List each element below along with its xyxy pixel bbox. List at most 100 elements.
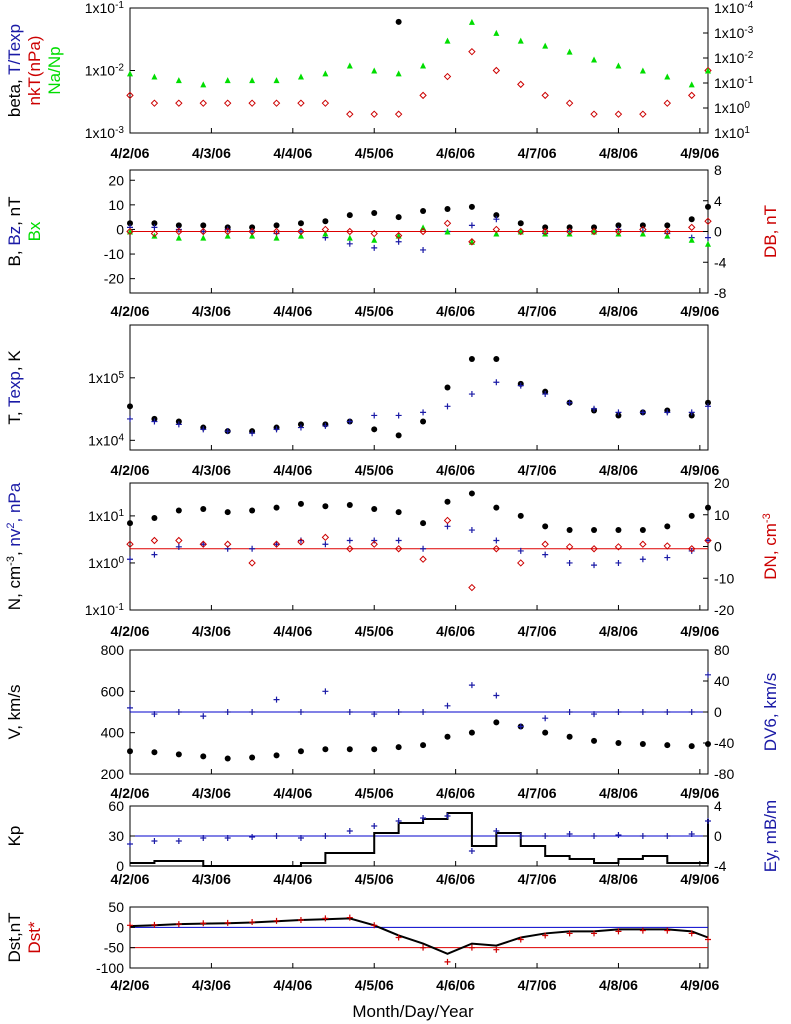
point-Ey (688, 831, 695, 837)
point-nkt (492, 66, 501, 75)
point-V (420, 742, 427, 749)
point-DB (297, 227, 305, 236)
point-nkt (419, 91, 427, 100)
point-V (664, 742, 671, 749)
y-tick-label-right: 10 (714, 507, 730, 523)
point-DB (394, 231, 403, 240)
x-tick-label: 4/9/06 (680, 303, 719, 319)
point-nv2 (615, 559, 622, 566)
point-Texp (249, 430, 256, 437)
x-tick-label: 4/8/06 (599, 462, 638, 478)
y-tick-label: 0 (116, 221, 124, 237)
point-DstStar (151, 921, 158, 928)
point-V (371, 746, 378, 753)
point-N (639, 527, 646, 534)
point-nkt (272, 99, 281, 107)
point-Bx (151, 232, 158, 239)
point-DB (346, 227, 354, 236)
point-Bx (615, 230, 622, 237)
point-B (664, 222, 671, 229)
y-axis-label-2: Dst* (25, 921, 44, 954)
point-nv2 (371, 537, 378, 544)
x-tick-label: 4/6/06 (436, 462, 475, 478)
y-tick-label: 1x101 (88, 507, 124, 524)
point-Bx (297, 232, 304, 239)
point-T (297, 421, 304, 428)
point-V (224, 755, 231, 762)
point-nv2 (591, 562, 598, 569)
x-tick-label: 4/9/06 (680, 623, 719, 639)
point-DstStar (542, 932, 549, 939)
panel-p5: 4/2/06 4/3/06 4/4/06 4/5/06 4/6/06 4/7/06 4/8/… (5, 642, 780, 801)
y-tick-label: 20 (108, 172, 124, 188)
y-tick-label-right: -4 (714, 254, 727, 270)
point-DstStar (371, 922, 378, 929)
y-tick-label-right: 4 (714, 798, 722, 814)
point-DB (175, 227, 183, 236)
point-B (566, 224, 573, 231)
point-nkt (394, 110, 403, 118)
point-DN (223, 540, 232, 548)
point-na_np (297, 73, 304, 80)
x-tick-label: 4/3/06 (192, 871, 231, 887)
point-N (346, 502, 353, 509)
point-V (273, 752, 280, 759)
point-Ey (322, 833, 329, 839)
point-na_np (322, 70, 329, 77)
point-DB (663, 227, 672, 236)
x-tick-label: 4/4/06 (273, 871, 312, 887)
point-Texp (591, 405, 598, 412)
x-tick-label: 4/8/06 (599, 785, 638, 801)
point-Ey (517, 833, 524, 839)
x-tick-label: 4/5/06 (355, 623, 394, 639)
x-tick-label: 4/4/06 (273, 623, 312, 639)
x-tick-label: 4/5/06 (355, 462, 394, 478)
point-nkt (541, 91, 549, 100)
point-DV6 (273, 696, 280, 703)
point-Texp (322, 422, 329, 429)
point-V (639, 741, 646, 748)
point-V (566, 733, 573, 740)
point-Texp (664, 409, 671, 416)
x-tick-label: 4/2/06 (111, 785, 150, 801)
y-axis-label-right: DV6, km/s (761, 673, 780, 751)
x-tick-label: 4/3/06 (192, 303, 231, 319)
point-na_np (444, 37, 451, 44)
y-axis-label-right: DN, cm-3 (761, 513, 780, 579)
y-tick-label: 1x10-3 (85, 125, 125, 142)
point-na_np (542, 42, 549, 49)
x-tick-label: 4/7/06 (518, 303, 557, 319)
point-nv2 (151, 551, 158, 558)
y-tick-label-right: -8 (714, 285, 727, 301)
point-N (493, 504, 500, 511)
point-N (615, 527, 622, 534)
point-DB (248, 227, 256, 236)
y-axis-label: N, cm-3, nv2, nPa (5, 482, 24, 610)
point-Ey (566, 831, 573, 837)
point-DB (704, 217, 712, 225)
y-axis-label: Kp (5, 826, 24, 847)
point-nkt (199, 99, 207, 107)
point-Bx (444, 228, 451, 235)
point-B (493, 212, 500, 219)
point-V (688, 743, 695, 750)
point-DN (321, 533, 330, 542)
point-DN (443, 516, 452, 525)
point-nv2 (566, 559, 573, 566)
point-Ey (468, 848, 475, 854)
y-tick-label: 50 (108, 899, 124, 915)
y-tick-label: 400 (101, 725, 125, 741)
point-DN (541, 540, 549, 548)
point-Bz (705, 234, 711, 241)
point-Texp (444, 403, 451, 410)
point-Texp (395, 412, 402, 419)
point-beta (395, 18, 402, 25)
point-DN (272, 540, 281, 548)
point-nkt (321, 99, 330, 107)
point-Texp (224, 428, 231, 435)
point-Bx (566, 230, 573, 237)
point-DstStar (493, 946, 500, 953)
point-na_np (346, 62, 353, 69)
point-DV6 (175, 709, 182, 715)
y-tick-label: 1x10-2 (85, 62, 125, 79)
